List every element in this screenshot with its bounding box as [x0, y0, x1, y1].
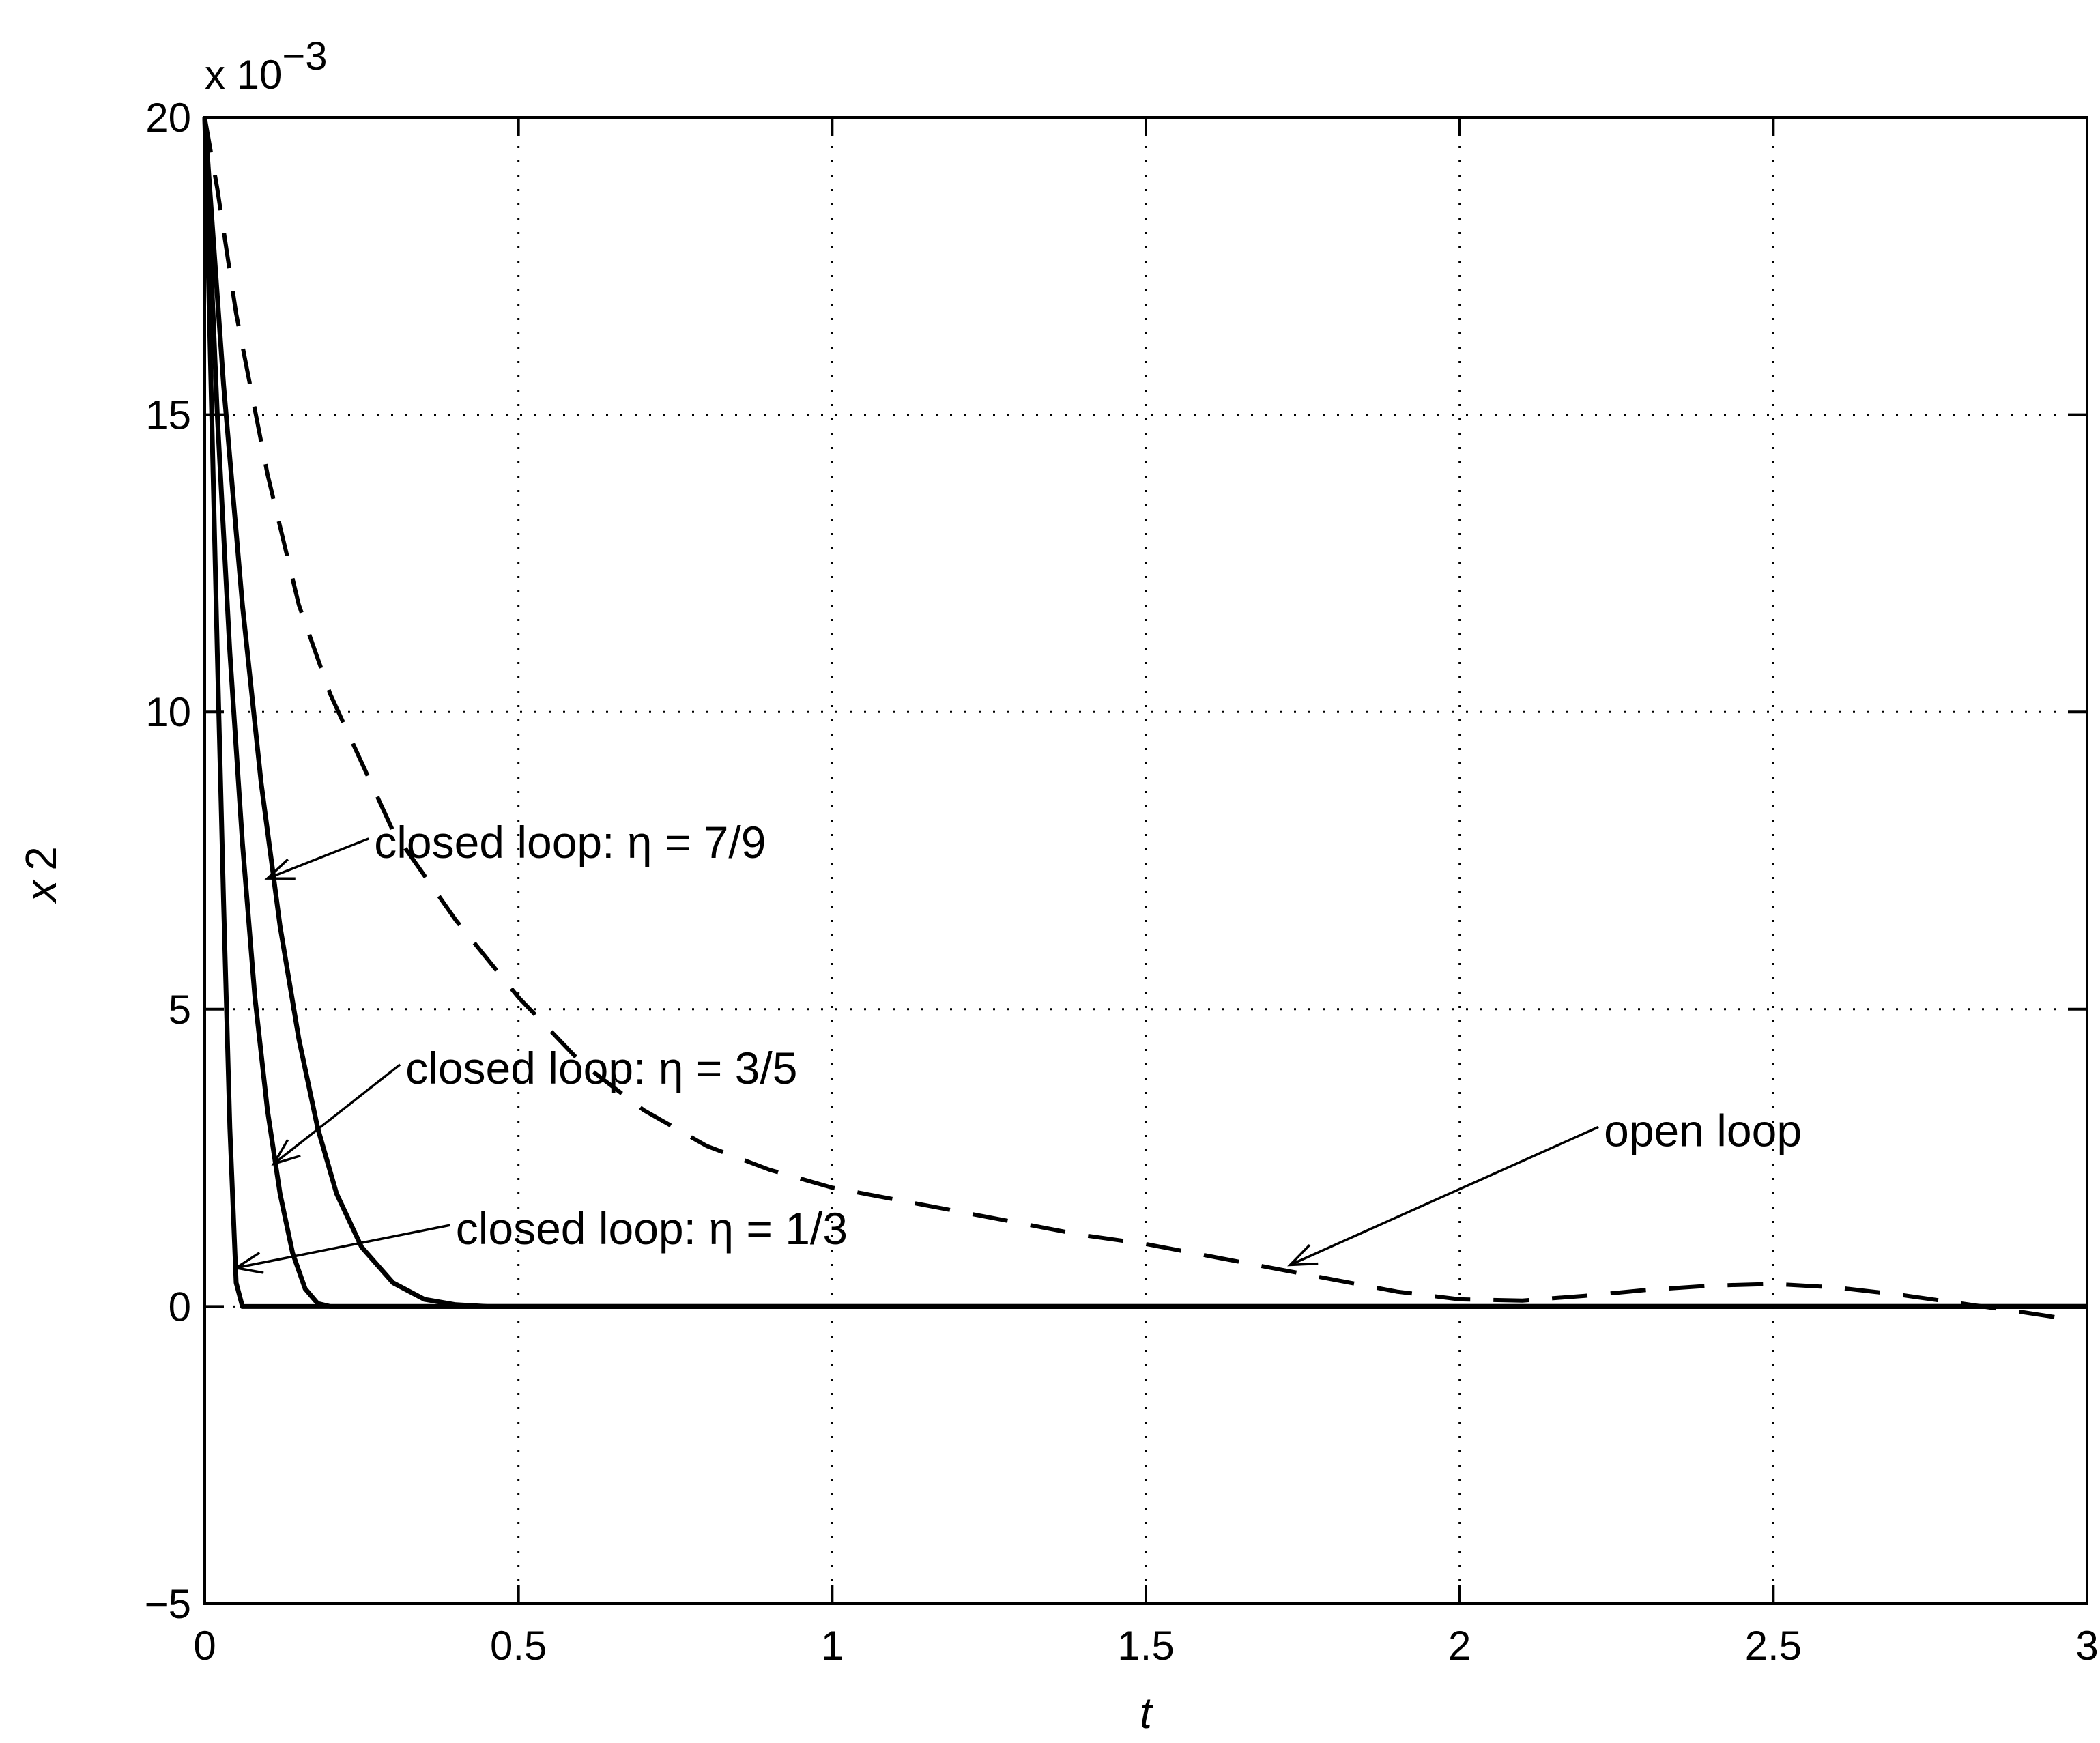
annotation-arrowhead [264, 858, 296, 880]
y-tick-label: 0 [169, 1284, 191, 1329]
annotation-arrowhead [271, 1139, 301, 1166]
annotation-label: closed loop: η = 7/9 [374, 817, 766, 867]
y-axis-label-base: x [16, 879, 66, 904]
y-tick-label: 5 [169, 987, 191, 1033]
annotation-arrowhead [233, 1252, 264, 1274]
x-tick-label: 1.5 [1117, 1623, 1174, 1669]
y-tick-label: 10 [145, 689, 191, 735]
dashed-series-line [203, 117, 2056, 1320]
y-tick-label: 15 [145, 392, 191, 438]
y-axis-label: x2 [16, 846, 66, 904]
solid-series-line [202, 117, 2087, 1309]
solid-series-line [202, 117, 2087, 1309]
annotation-arrow-line [273, 1063, 401, 1165]
series-group [202, 117, 2087, 1320]
x-tick-label: 2.5 [1745, 1623, 1802, 1669]
x-tick-label: 3 [2075, 1623, 2098, 1669]
y-multiplier-exponent: −3 [282, 34, 327, 78]
x-tick-label: 0.5 [490, 1623, 547, 1669]
annotation-label: closed loop: η = 3/5 [405, 1043, 797, 1093]
y-axis-label-sub: 2 [16, 846, 66, 871]
y-multiplier-base: x 10 [205, 52, 282, 98]
x-tick-label: 1 [821, 1623, 844, 1669]
annotation-label: closed loop: η = 1/3 [456, 1203, 848, 1254]
annotation-arrow-line [1289, 1125, 1599, 1267]
y-tick-label: 20 [145, 95, 191, 141]
y-tick-label: −5 [145, 1581, 191, 1627]
annotation-label: open loop [1604, 1105, 1802, 1155]
x-axis-label: t [1140, 1688, 1153, 1738]
annotation-arrowhead [1287, 1243, 1319, 1267]
solid-series-line [202, 117, 2087, 1309]
y-axis-multiplier: x 10−3 [205, 34, 328, 98]
annotations: closed loop: η = 7/9 closed loop: η = 3/5… [233, 817, 1802, 1274]
x-tick-label: 0 [193, 1623, 216, 1669]
x-tick-label: 2 [1448, 1623, 1471, 1669]
annotation-arrow-line [267, 837, 369, 880]
annotation-arrow-line [235, 1224, 451, 1269]
